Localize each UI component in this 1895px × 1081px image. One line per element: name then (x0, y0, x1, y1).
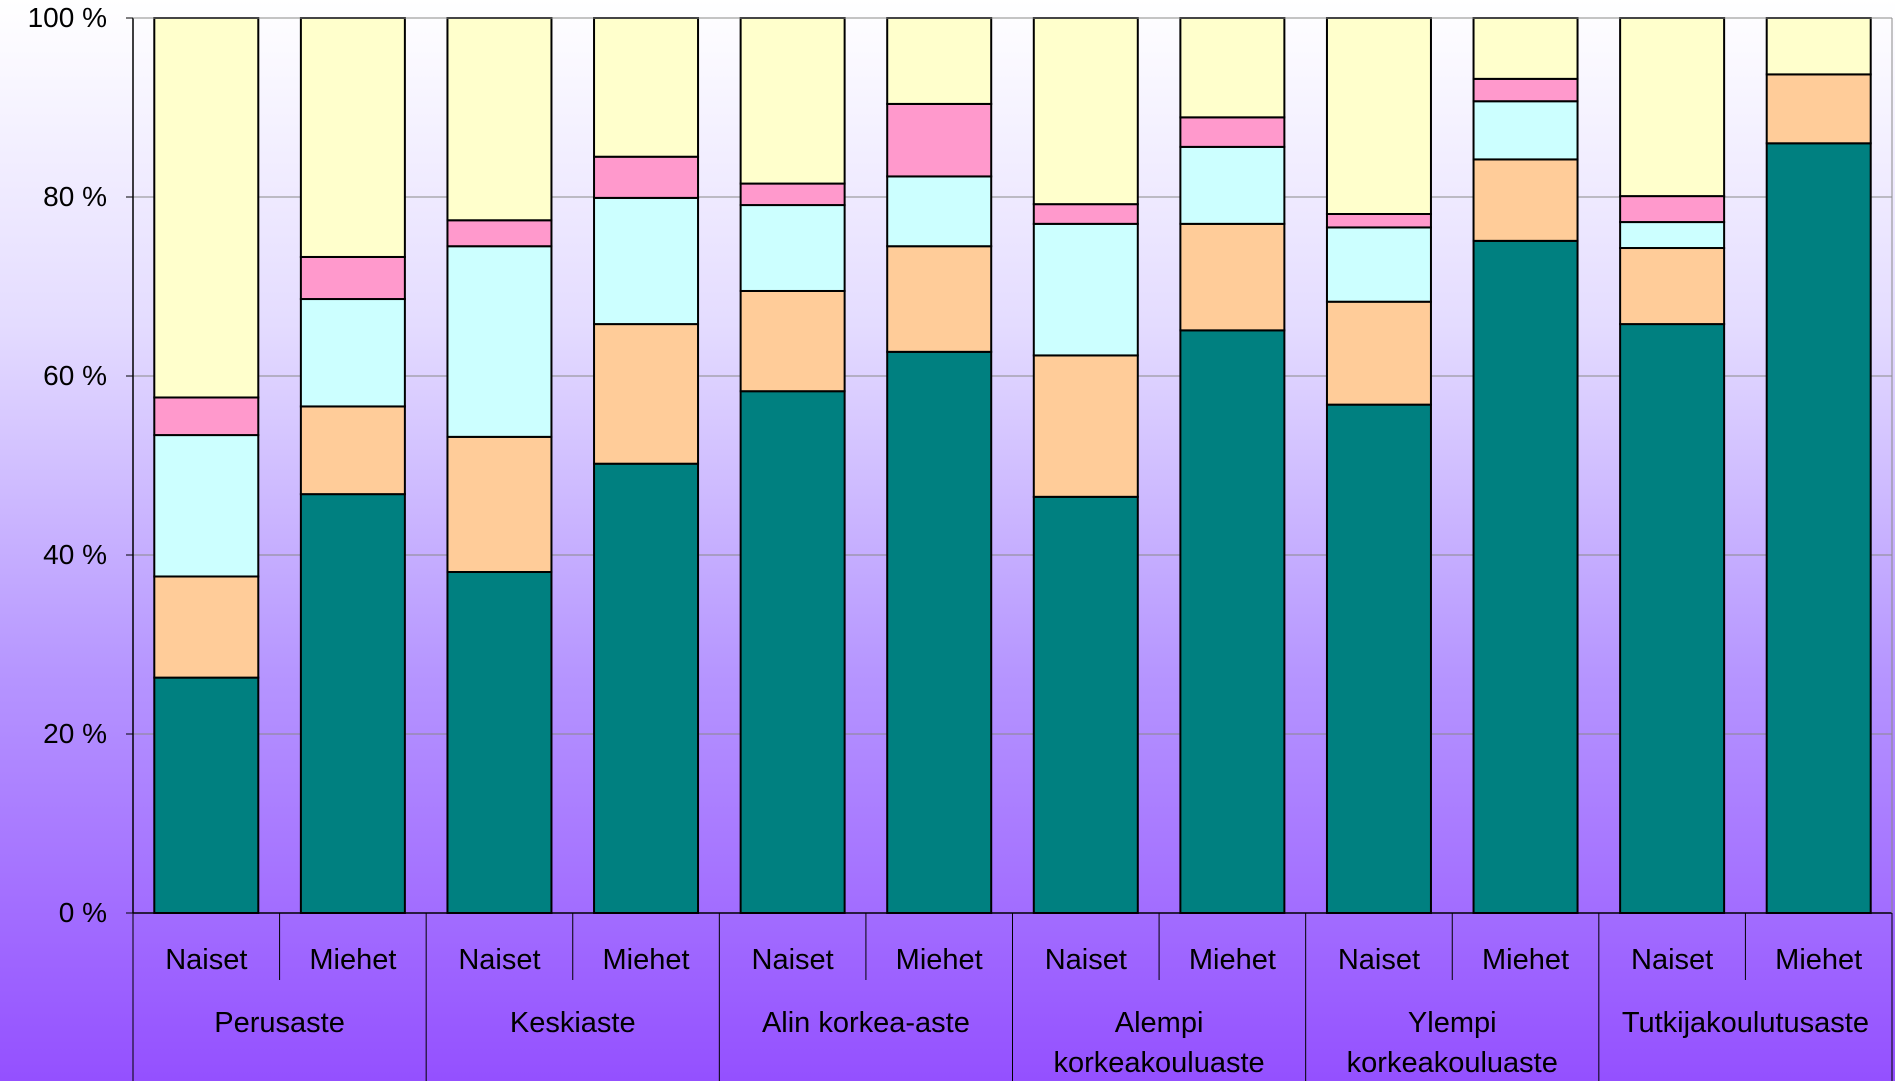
y-tick-label: 40 % (43, 539, 107, 570)
bar-segment (1032, 354, 1139, 498)
x-tick-label: Miehet (1189, 944, 1276, 976)
group-label: Alin korkea-aste (762, 1007, 970, 1039)
bar-segment (299, 255, 406, 301)
bar-segment (299, 17, 406, 258)
bar-segment (1032, 203, 1139, 225)
x-tick-label: Miehet (603, 944, 690, 976)
bar-segment (1472, 239, 1579, 915)
bar-segment (1472, 100, 1579, 161)
x-tick-label: Miehet (896, 944, 983, 976)
bar-segment (593, 155, 700, 199)
bar-segment (1619, 247, 1726, 326)
bar-segment (1179, 145, 1286, 225)
bar-segment (446, 245, 553, 438)
bar-segment (446, 435, 553, 574)
labels: 0 % 20 % 40 % 60 % 80 % 100 % Naiset Miehet Nais… (28, 2, 1869, 1079)
group-label: Ylempi (1408, 1007, 1497, 1039)
bar-segment (299, 493, 406, 914)
bar-segment (1619, 17, 1726, 198)
group-label: Alempi (1115, 1007, 1204, 1039)
y-tick-label: 100 % (28, 2, 107, 33)
bar-segment (593, 196, 700, 326)
bar-segment (739, 289, 846, 393)
x-tick-label: Naiset (165, 944, 247, 976)
bar-segment (886, 17, 993, 105)
bar-segment (1765, 142, 1872, 915)
bar-segment (1179, 116, 1286, 148)
x-tick-label: Naiset (1631, 944, 1713, 976)
group-label: Tutkijakoulutusaste (1622, 1007, 1869, 1039)
bar-segment (153, 17, 260, 399)
bar-segment (1325, 213, 1432, 229)
group-label: korkeakouluaste (1053, 1047, 1264, 1079)
bar-segment (1472, 77, 1579, 103)
bar-segment (739, 390, 846, 914)
bar-segment (1179, 329, 1286, 915)
bar-segment (886, 175, 993, 248)
x-tick-label: Naiset (458, 944, 540, 976)
bar-segment (593, 462, 700, 914)
bar-segment (739, 204, 846, 292)
x-tick-label: Naiset (752, 944, 834, 976)
bar-segment (739, 182, 846, 207)
bar-segment (593, 323, 700, 465)
bar-segment (1765, 73, 1872, 145)
bar-segment (1325, 300, 1432, 406)
group-label: Keskiaste (510, 1007, 636, 1039)
bar-segment (739, 17, 846, 185)
y-tick-label: 0 % (59, 897, 107, 928)
bar-segment (1619, 323, 1726, 914)
bar-segment (1325, 17, 1432, 216)
x-tick-label: Miehet (309, 944, 396, 976)
bar-segment (446, 571, 553, 914)
bars (153, 17, 1872, 915)
group-label: korkeakouluaste (1347, 1047, 1558, 1079)
bar-segment (593, 17, 700, 158)
bar-segment (153, 676, 260, 914)
bar-segment (446, 17, 553, 222)
bar-segment (886, 102, 993, 178)
bar-segment (1032, 495, 1139, 914)
bar-segment (1472, 158, 1579, 242)
y-tick-label: 80 % (43, 181, 107, 212)
x-tick-label: Naiset (1338, 944, 1420, 976)
bar-segment (153, 396, 260, 437)
bar-segment (1472, 17, 1579, 80)
bar-segment (1325, 403, 1432, 914)
bar-segment (299, 405, 406, 496)
bar-segment (1032, 222, 1139, 357)
bar-segment (1619, 221, 1726, 250)
axes (126, 17, 1893, 1081)
x-tick-label: Miehet (1482, 944, 1569, 976)
bar-segment (446, 219, 553, 248)
bar-segment (153, 575, 260, 679)
bar-segment (1032, 17, 1139, 206)
bar-segment (1179, 222, 1286, 332)
bar-segment (1765, 17, 1872, 76)
bar-segment (1619, 195, 1726, 224)
bar-segment (886, 245, 993, 353)
x-tick-label: Miehet (1775, 944, 1862, 976)
y-tick-label: 20 % (43, 718, 107, 749)
x-tick-label: Naiset (1045, 944, 1127, 976)
bar-segment (153, 434, 260, 578)
bar-segment (299, 298, 406, 408)
y-tick-label: 60 % (43, 360, 107, 391)
bar-segment (1179, 17, 1286, 119)
group-label: Perusaste (214, 1007, 345, 1039)
bar-segment (1325, 226, 1432, 303)
bar-segment (886, 350, 993, 914)
